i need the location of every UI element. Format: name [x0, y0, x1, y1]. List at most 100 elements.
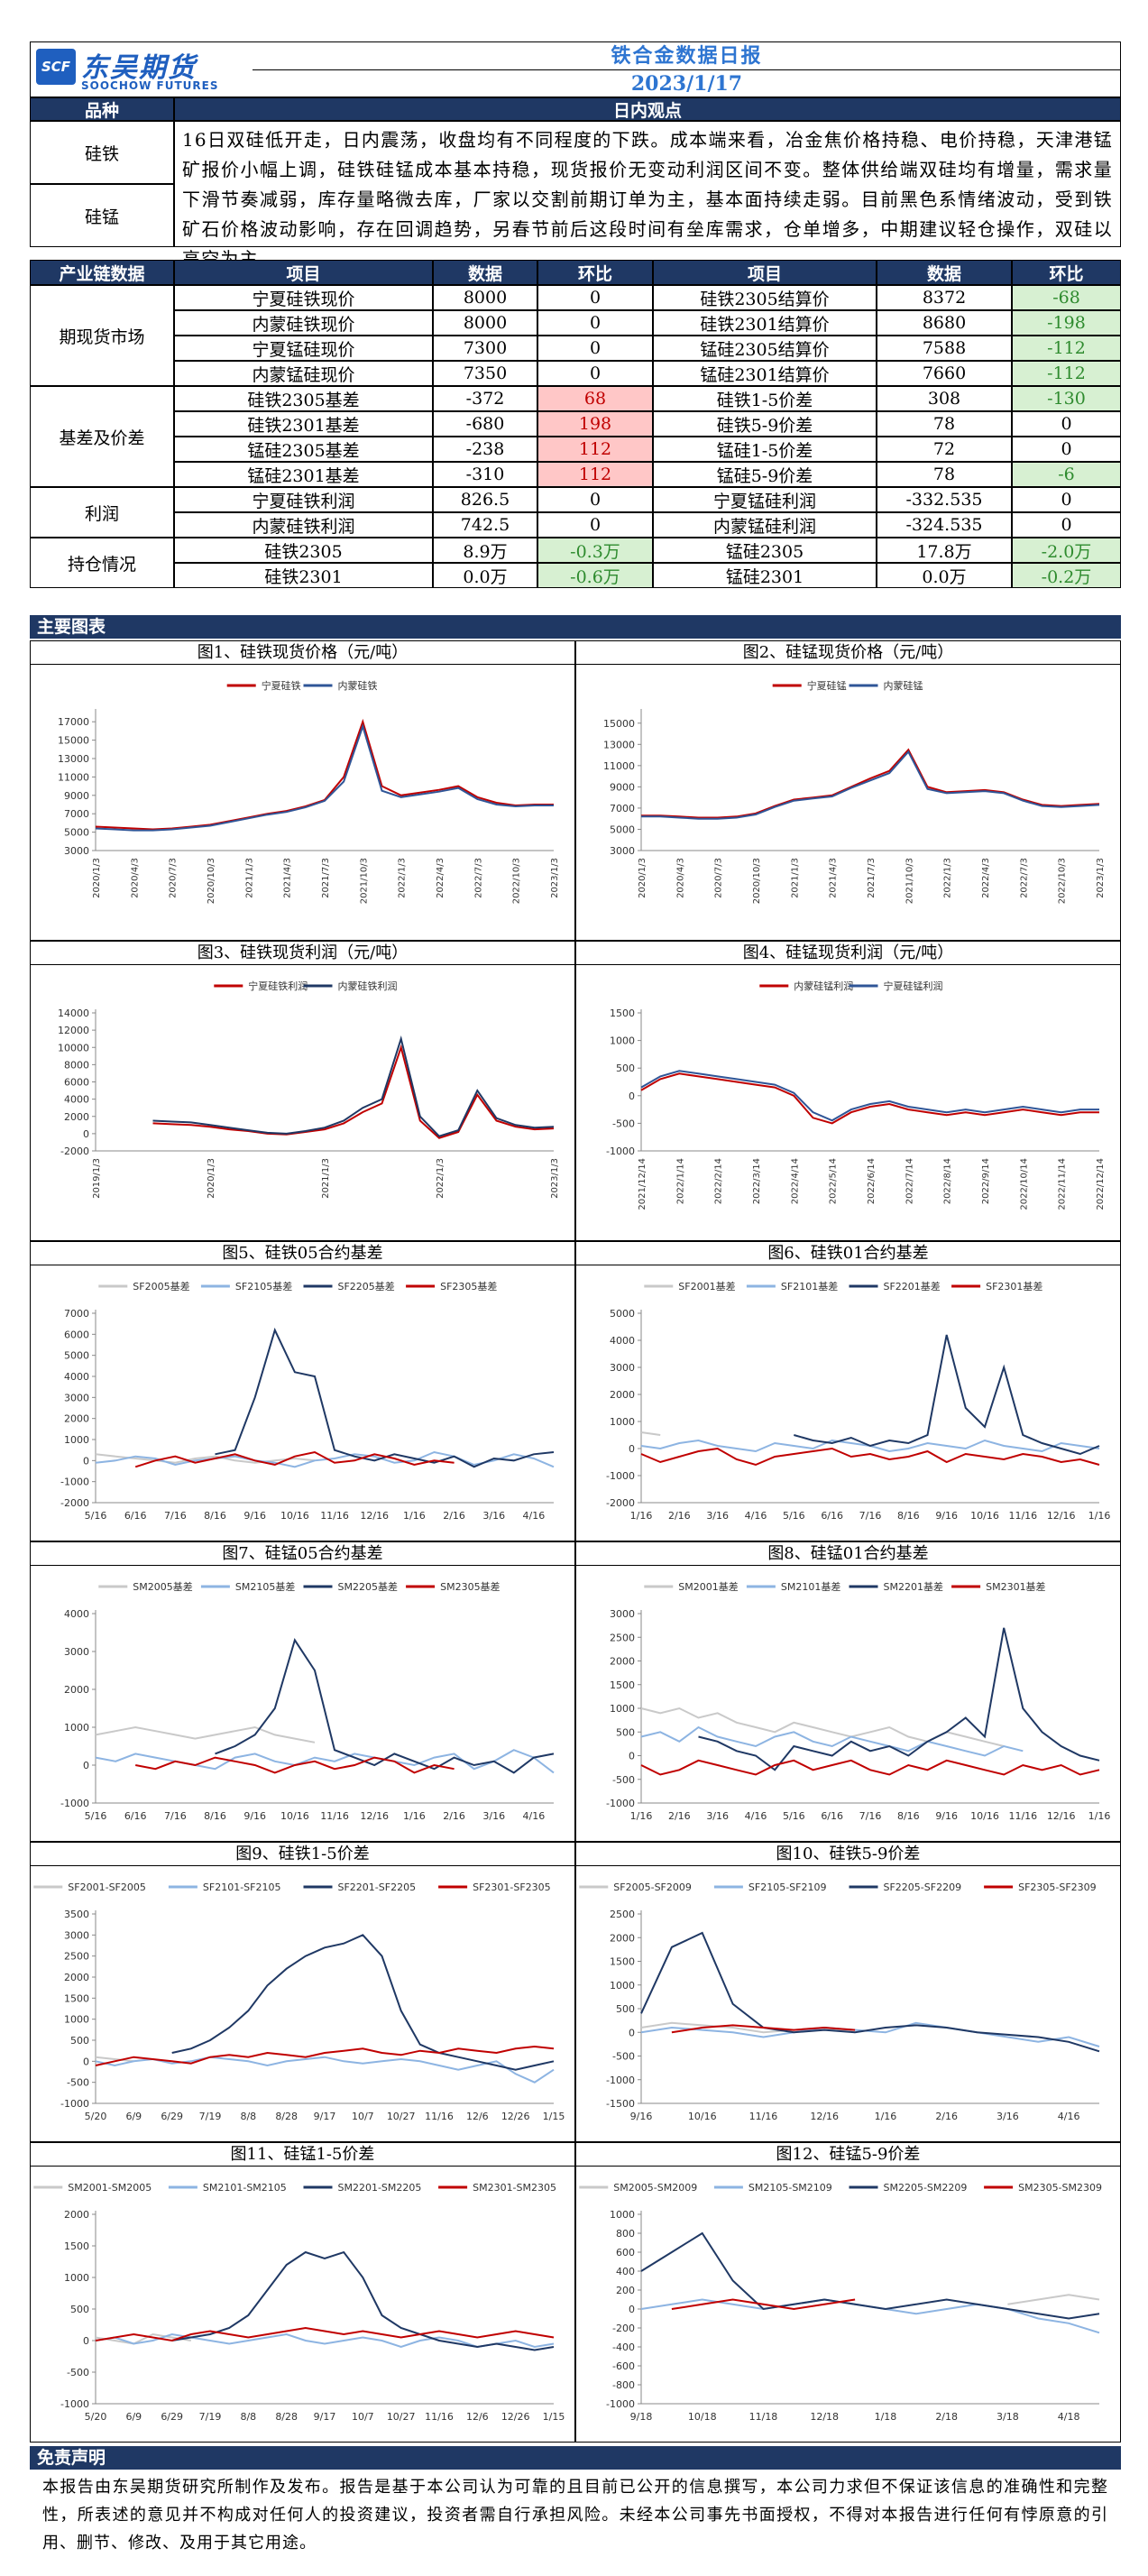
legend-label: SM2305基差 [440, 1580, 500, 1593]
change-cell: -0.6万 [537, 563, 653, 588]
x-tick-label: 8/16 [204, 1510, 226, 1522]
item-cell: 硅铁2301结算价 [653, 310, 877, 336]
y-tick-label: 2000 [64, 2209, 89, 2221]
legend-label: 内蒙硅锰 [884, 679, 923, 692]
header-divider [253, 69, 1121, 70]
x-tick-label: 2022/4/14 [790, 1158, 800, 1204]
change-cell: 0 [537, 310, 653, 336]
chart: 宁夏硅铁 内蒙硅铁 3000 5000 7000 9000 11000 13000 15000 1… [58, 679, 560, 904]
logo-en: SOOCHOW FUTURES [81, 79, 219, 92]
chart-cell: 图3、硅铁现货利润（元/吨） 宁夏硅铁利润 内蒙硅铁利润 -2000 0 2000 4000… [30, 941, 575, 1241]
group-label: 期现货市场 [30, 285, 174, 386]
x-tick-label: 2023/1/3 [550, 858, 560, 898]
view-header: 品种 [30, 97, 174, 121]
x-tick-label: 9/16 [243, 1810, 266, 1822]
x-tick-label: 2/16 [443, 1510, 465, 1522]
chart-title: 图7、硅锰05合约基差 [31, 1542, 574, 1566]
x-tick-label: 3/16 [482, 1510, 505, 1522]
x-tick-label: 6/16 [821, 1510, 843, 1522]
y-tick-label: -1000 [60, 1798, 89, 1809]
x-tick-label: 10/7 [352, 2111, 374, 2122]
item-cell: 硅铁5-9价差 [653, 411, 877, 437]
x-tick-label: 4/16 [523, 1510, 546, 1522]
y-tick-label: 1500 [64, 2240, 89, 2252]
item-cell: 内蒙锰硅利润 [653, 512, 877, 538]
value-cell: -332.535 [877, 487, 1012, 512]
change-cell: 0 [537, 512, 653, 538]
legend-label: SM2201-SM2205 [338, 2182, 422, 2194]
legend-label: SM2101-SM2105 [203, 2182, 287, 2194]
chart-title: 图9、硅铁1-5价差 [31, 1843, 574, 1866]
x-tick-label: 2022/10/14 [1019, 1158, 1029, 1210]
x-tick-label: 10/16 [280, 1810, 309, 1822]
series-line [640, 2298, 1100, 2334]
x-tick-label: 1/16 [630, 1810, 653, 1822]
x-tick-label: 3/18 [996, 2411, 1019, 2423]
table-header: 项目 [653, 260, 877, 285]
y-tick-label: 7000 [64, 1308, 89, 1320]
chart-title: 图2、硅锰现货价格（元/吨） [576, 641, 1120, 665]
x-tick-label: 8/16 [204, 1810, 226, 1822]
change-cell: -68 [1012, 285, 1121, 310]
y-tick-label: 2000 [610, 1656, 635, 1668]
legend-label: SM2001基差 [678, 1580, 738, 1593]
table-header: 项目 [174, 260, 433, 285]
x-tick-label: 12/16 [1047, 1510, 1076, 1522]
change-cell: 0 [1012, 437, 1121, 462]
series-line [95, 2045, 555, 2066]
x-tick-label: 5/16 [85, 1810, 107, 1822]
series-line [640, 1431, 661, 1436]
y-tick-label: 1500 [610, 1956, 635, 1968]
variety: 硅锰 [30, 184, 174, 247]
value-cell: -238 [433, 437, 537, 462]
change-cell: 0 [537, 361, 653, 386]
value-cell: 8680 [877, 310, 1012, 336]
x-tick-label: 2022/5/14 [829, 1158, 839, 1204]
chart-title: 图10、硅铁5-9价差 [576, 1843, 1120, 1866]
chart-title: 图11、硅锰1-5价差 [31, 2143, 574, 2167]
x-tick-label: 2022/10/3 [512, 858, 522, 904]
x-tick-label: 2019/1/3 [92, 1158, 102, 1199]
x-tick-label: 9/16 [935, 1510, 958, 1522]
y-tick-label: -1000 [606, 2075, 635, 2086]
legend-label: SF2105-SF2109 [748, 1881, 827, 1893]
value-cell: 826.5 [433, 487, 537, 512]
x-tick-label: 2021/7/3 [321, 858, 331, 898]
y-tick-label: 500 [70, 2304, 89, 2315]
series-line [641, 750, 1100, 820]
y-tick-label: 1000 [64, 1434, 89, 1446]
y-tick-label: -2000 [60, 1145, 89, 1157]
chart: SF2001基差 SF2101基差 SF2201基差 SF2301基差 -2000 -10… [606, 1280, 1111, 1522]
x-tick-label: 1/16 [1088, 1510, 1111, 1522]
chart-title: 图4、硅锰现货利润（元/吨） [576, 942, 1120, 965]
x-tick-label: 10/16 [970, 1810, 999, 1822]
change-cell: -6 [1012, 462, 1121, 487]
value-cell: 742.5 [433, 512, 537, 538]
legend-label: SM2301-SM2305 [473, 2182, 556, 2194]
legend-label: SF2101-SF2105 [203, 1881, 281, 1893]
y-tick-label: 1000 [610, 1035, 635, 1047]
y-tick-label: -1000 [606, 1470, 635, 1482]
y-tick-label: 2000 [64, 1413, 89, 1425]
x-tick-label: 1/18 [875, 2411, 897, 2423]
y-tick-label: 8000 [64, 1059, 89, 1071]
y-tick-label: 500 [616, 1726, 635, 1738]
x-tick-label: 8/8 [240, 2111, 256, 2122]
x-tick-label: 6/9 [125, 2111, 142, 2122]
y-tick-label: 1000 [610, 1703, 635, 1715]
x-tick-label: 2020/10/3 [752, 858, 762, 904]
y-tick-label: 10000 [58, 1042, 89, 1053]
y-tick-label: 12000 [58, 1025, 89, 1036]
y-tick-label: 1500 [610, 1679, 635, 1691]
y-tick-label: 17000 [58, 716, 89, 728]
y-tick-label: -200 [612, 2323, 635, 2334]
series-line [641, 748, 1100, 819]
y-tick-label: 4000 [64, 1094, 89, 1106]
series-line [171, 1934, 555, 2071]
y-tick-label: 600 [616, 2247, 635, 2259]
chart: 宁夏硅铁利润 内蒙硅铁利润 -2000 0 2000 4000 6000 8000 10000 1… [58, 980, 560, 1199]
y-tick-label: 500 [616, 1063, 635, 1074]
x-tick-label: 1/15 [543, 2111, 565, 2122]
chart-cell: 图5、硅铁05合约基差 SF2005基差 SF2105基差 SF2205基差 SF230… [30, 1241, 575, 1541]
